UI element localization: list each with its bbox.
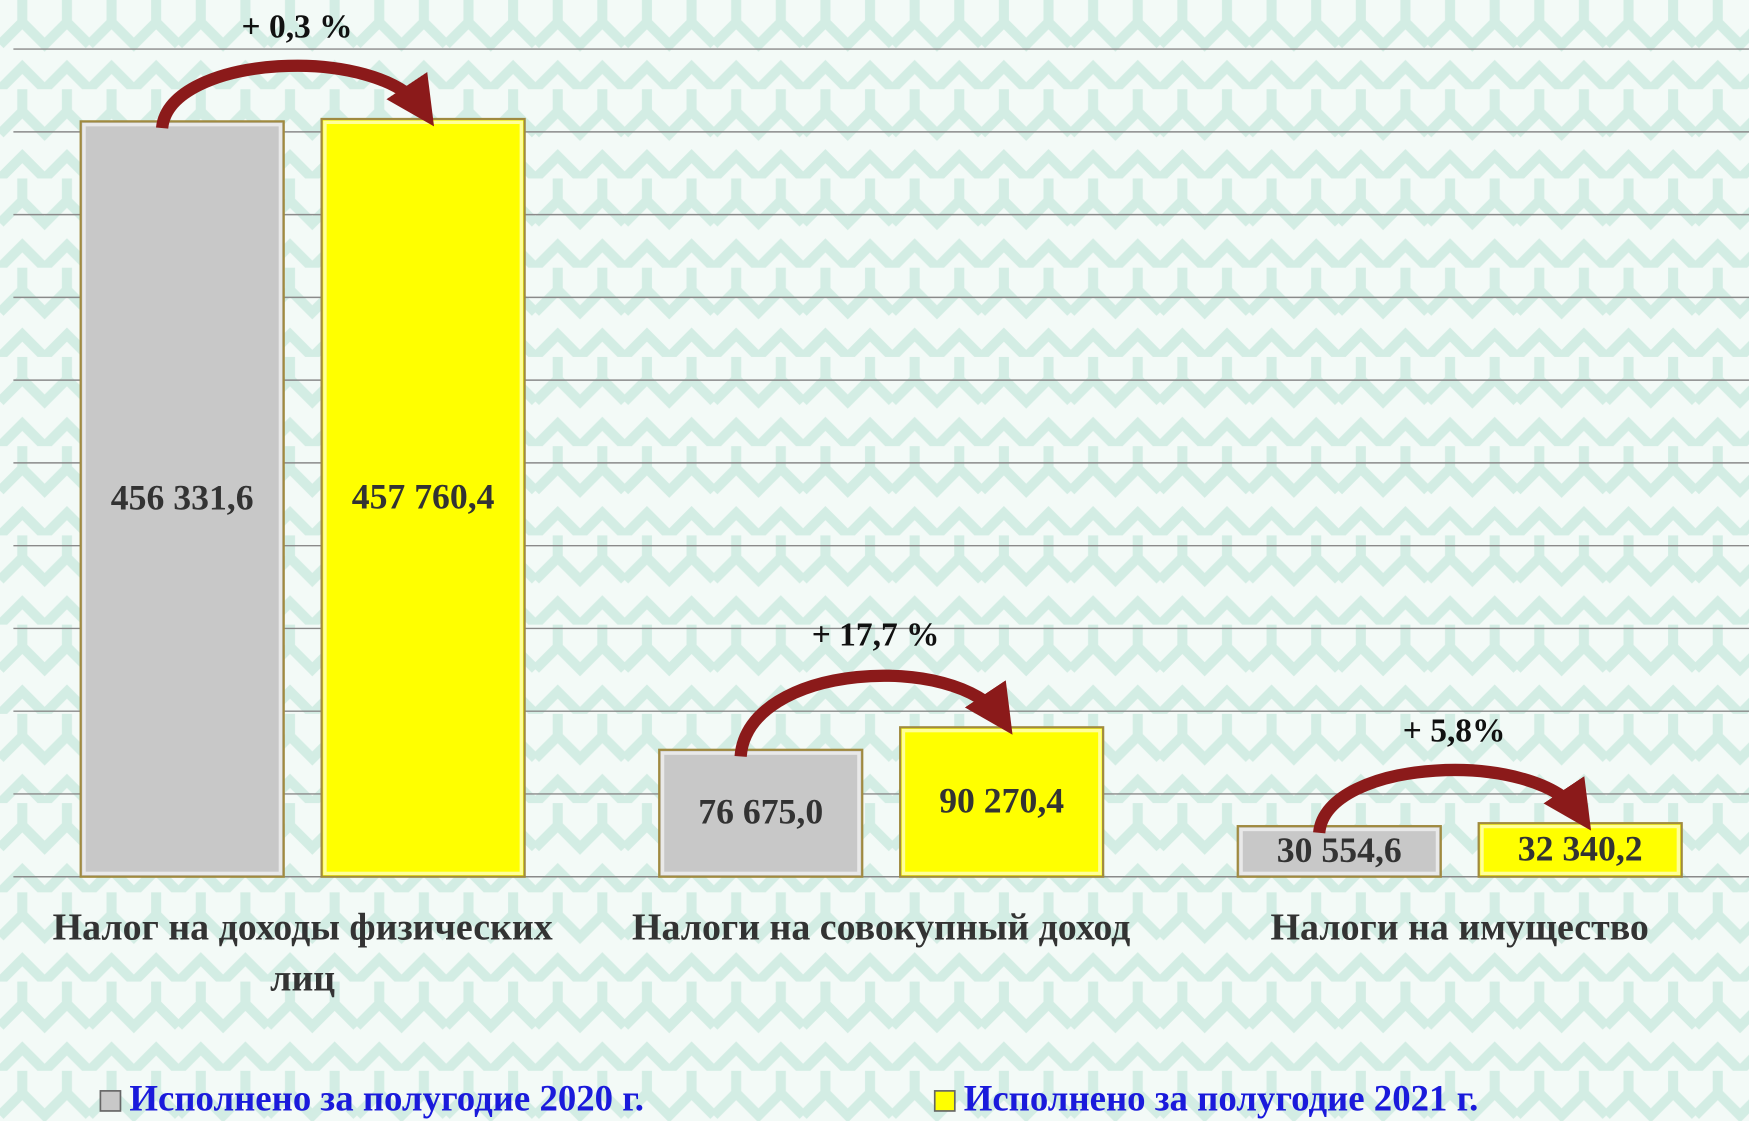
annotation-arrow (734, 669, 1013, 758)
annotation: + 0,3 % (242, 8, 353, 45)
bar (658, 748, 864, 878)
annotation: + 5,8% (1403, 713, 1506, 750)
annotation-arrow (156, 59, 435, 130)
value-label: 76 675,0 (698, 792, 823, 832)
legend-swatch (99, 1090, 122, 1112)
value-label: 456 331,6 (111, 477, 254, 517)
value-label: 32 340,2 (1518, 828, 1643, 868)
bar (79, 120, 285, 878)
annotation-arrow (1313, 763, 1592, 835)
bar (1477, 822, 1683, 878)
value-label: 30 554,6 (1277, 830, 1402, 870)
bar (1236, 825, 1442, 878)
value-label: 457 760,4 (352, 476, 495, 516)
legend-label: Исполнено за полугодие 2021 г. (964, 1077, 1479, 1118)
plot-area: 456 331,6 457 760,4 Налог на доходы физиче… (13, 8, 1749, 1118)
legend-swatch (933, 1090, 956, 1112)
bar (320, 117, 526, 878)
value-label: 90 270,4 (939, 780, 1064, 820)
x-tick-label: Налоги на совокупный доход (632, 906, 1130, 948)
x-tick-label: Налог на доходы физических лиц (53, 906, 553, 999)
legend-label: Исполнено за полугодие 2020 г. (129, 1077, 644, 1118)
bar-shade (82, 123, 283, 876)
bar-shade (1239, 827, 1440, 876)
annotation: + 17,7 % (812, 617, 940, 654)
x-tick-label: Налоги на имущество (1271, 906, 1649, 948)
bar-shade (660, 751, 861, 876)
bar (899, 726, 1105, 878)
